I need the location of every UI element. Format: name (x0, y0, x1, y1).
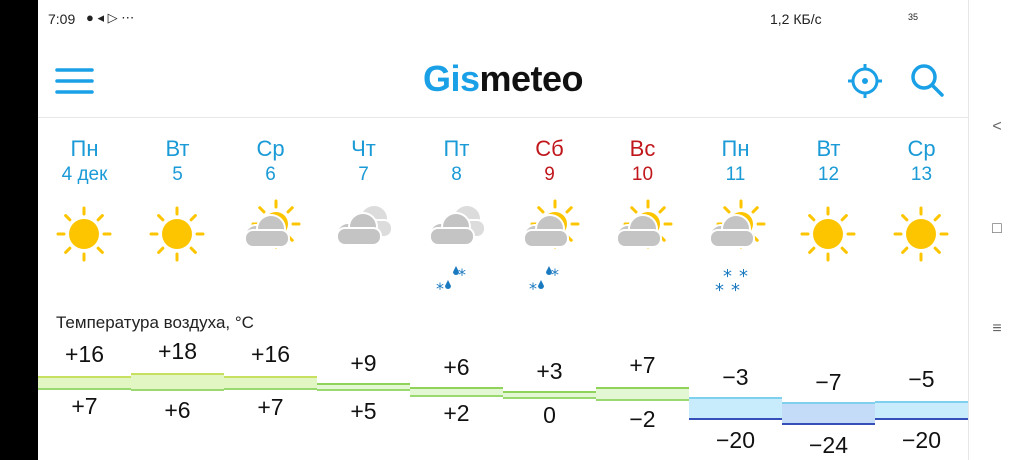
home-icon[interactable]: □ (992, 220, 1002, 237)
min-temp: −20 (715, 427, 755, 453)
temperature-label: Температура воздуха, °С (56, 313, 254, 332)
notification-icons: ● ◂ ▷ ⋯ (86, 10, 135, 25)
hamburger-icon[interactable] (54, 62, 94, 98)
app-header: Gismeteo (38, 40, 968, 118)
weather-sunny-icon (875, 196, 968, 296)
day-name[interactable]: Пн (70, 136, 99, 161)
weather-sunny-icon (38, 196, 131, 296)
temp-range-bar (689, 397, 782, 420)
max-temp: −3 (722, 364, 749, 390)
day-name[interactable]: Вт (165, 136, 190, 161)
screen-edge (0, 0, 38, 460)
day-name[interactable]: Пн (721, 136, 750, 161)
weather-partly-cloudy-snow-icon: * * * * (689, 196, 782, 301)
temp-range-bar (875, 401, 968, 420)
min-temp: −24 (808, 432, 848, 458)
max-temp: +3 (536, 358, 563, 384)
search-icon[interactable] (908, 62, 948, 98)
day-date[interactable]: 9 (544, 164, 555, 185)
svg-text:*: * (436, 279, 444, 296)
network-speed: 1,2 КБ/с (770, 11, 822, 27)
max-temp: +6 (443, 354, 470, 380)
min-temp: +7 (257, 394, 284, 420)
svg-text:*: * (551, 265, 559, 284)
day-date[interactable]: 13 (910, 164, 933, 185)
crosshair-icon[interactable] (846, 62, 886, 98)
app: 7:09 ● ◂ ▷ ⋯ 1,2 КБ/с 35 Gismeteo Пн 4 д… (38, 0, 968, 460)
day-date[interactable]: 8 (451, 164, 462, 185)
day-name[interactable]: Вс (629, 136, 656, 161)
day-date[interactable]: 4 дек (61, 164, 108, 185)
day-date[interactable]: 12 (817, 164, 840, 185)
temp-range-bar (503, 391, 596, 399)
weather-partly-cloudy-rain-snow-icon: * * (503, 196, 596, 298)
status-bar: 7:09 ● ◂ ▷ ⋯ 1,2 КБ/с 35 (38, 0, 968, 40)
temp-range-bar (224, 376, 317, 390)
max-temp: −5 (908, 366, 935, 392)
day-name[interactable]: Чт (351, 136, 376, 161)
max-temp: +18 (157, 338, 197, 364)
max-temp: +9 (350, 350, 377, 376)
svg-text:*: * (731, 280, 740, 296)
temp-range-bar (782, 402, 875, 425)
min-temp: −2 (629, 406, 656, 432)
max-temp: +7 (629, 352, 656, 378)
day-name[interactable]: Пт (443, 136, 470, 161)
weather-sunny-icon (131, 196, 224, 296)
day-date[interactable]: 10 (631, 164, 654, 185)
status-time: 7:09 (48, 11, 76, 27)
svg-text:*: * (723, 266, 732, 287)
temp-range-bar (596, 387, 689, 401)
weather-sunny-icon (782, 196, 875, 296)
svg-text:*: * (458, 265, 466, 284)
max-temp: −7 (815, 369, 842, 395)
weather-partly-cloudy-icon (596, 196, 689, 296)
weather-cloudy-rain-snow-icon: * * (410, 196, 503, 298)
day-date[interactable]: 7 (358, 164, 369, 185)
min-temp: +6 (164, 397, 191, 423)
weather-cloudy-icon (317, 196, 410, 296)
system-nav-bar: < □ ≡ (968, 0, 1024, 460)
svg-text:*: * (529, 279, 537, 296)
min-temp: +5 (350, 398, 377, 424)
min-temp: +2 (443, 400, 470, 426)
battery-level: 35 (908, 12, 919, 22)
weather-partly-cloudy-icon (224, 196, 317, 296)
back-icon[interactable]: < (992, 118, 1002, 135)
day-name[interactable]: Ср (256, 136, 285, 161)
svg-text:*: * (715, 280, 724, 296)
day-date[interactable]: 6 (265, 164, 276, 185)
svg-text:*: * (739, 266, 748, 287)
temp-range-bar (131, 373, 224, 391)
day-name[interactable]: Вт (816, 136, 841, 161)
max-temp: +16 (64, 341, 104, 367)
temp-range-bar (410, 387, 503, 397)
min-temp: −20 (901, 427, 941, 453)
max-temp: +16 (250, 341, 290, 367)
logo: Gismeteo (422, 58, 584, 99)
day-date[interactable]: 11 (725, 164, 746, 185)
min-temp: 0 (543, 402, 556, 428)
temp-range-bar (38, 376, 131, 390)
temp-range-bar (317, 383, 410, 391)
day-name[interactable]: Сб (535, 136, 564, 161)
day-name[interactable]: Ср (907, 136, 936, 161)
min-temp: +7 (71, 393, 98, 419)
recents-icon[interactable]: ≡ (992, 320, 1002, 337)
day-date[interactable]: 5 (172, 164, 183, 185)
